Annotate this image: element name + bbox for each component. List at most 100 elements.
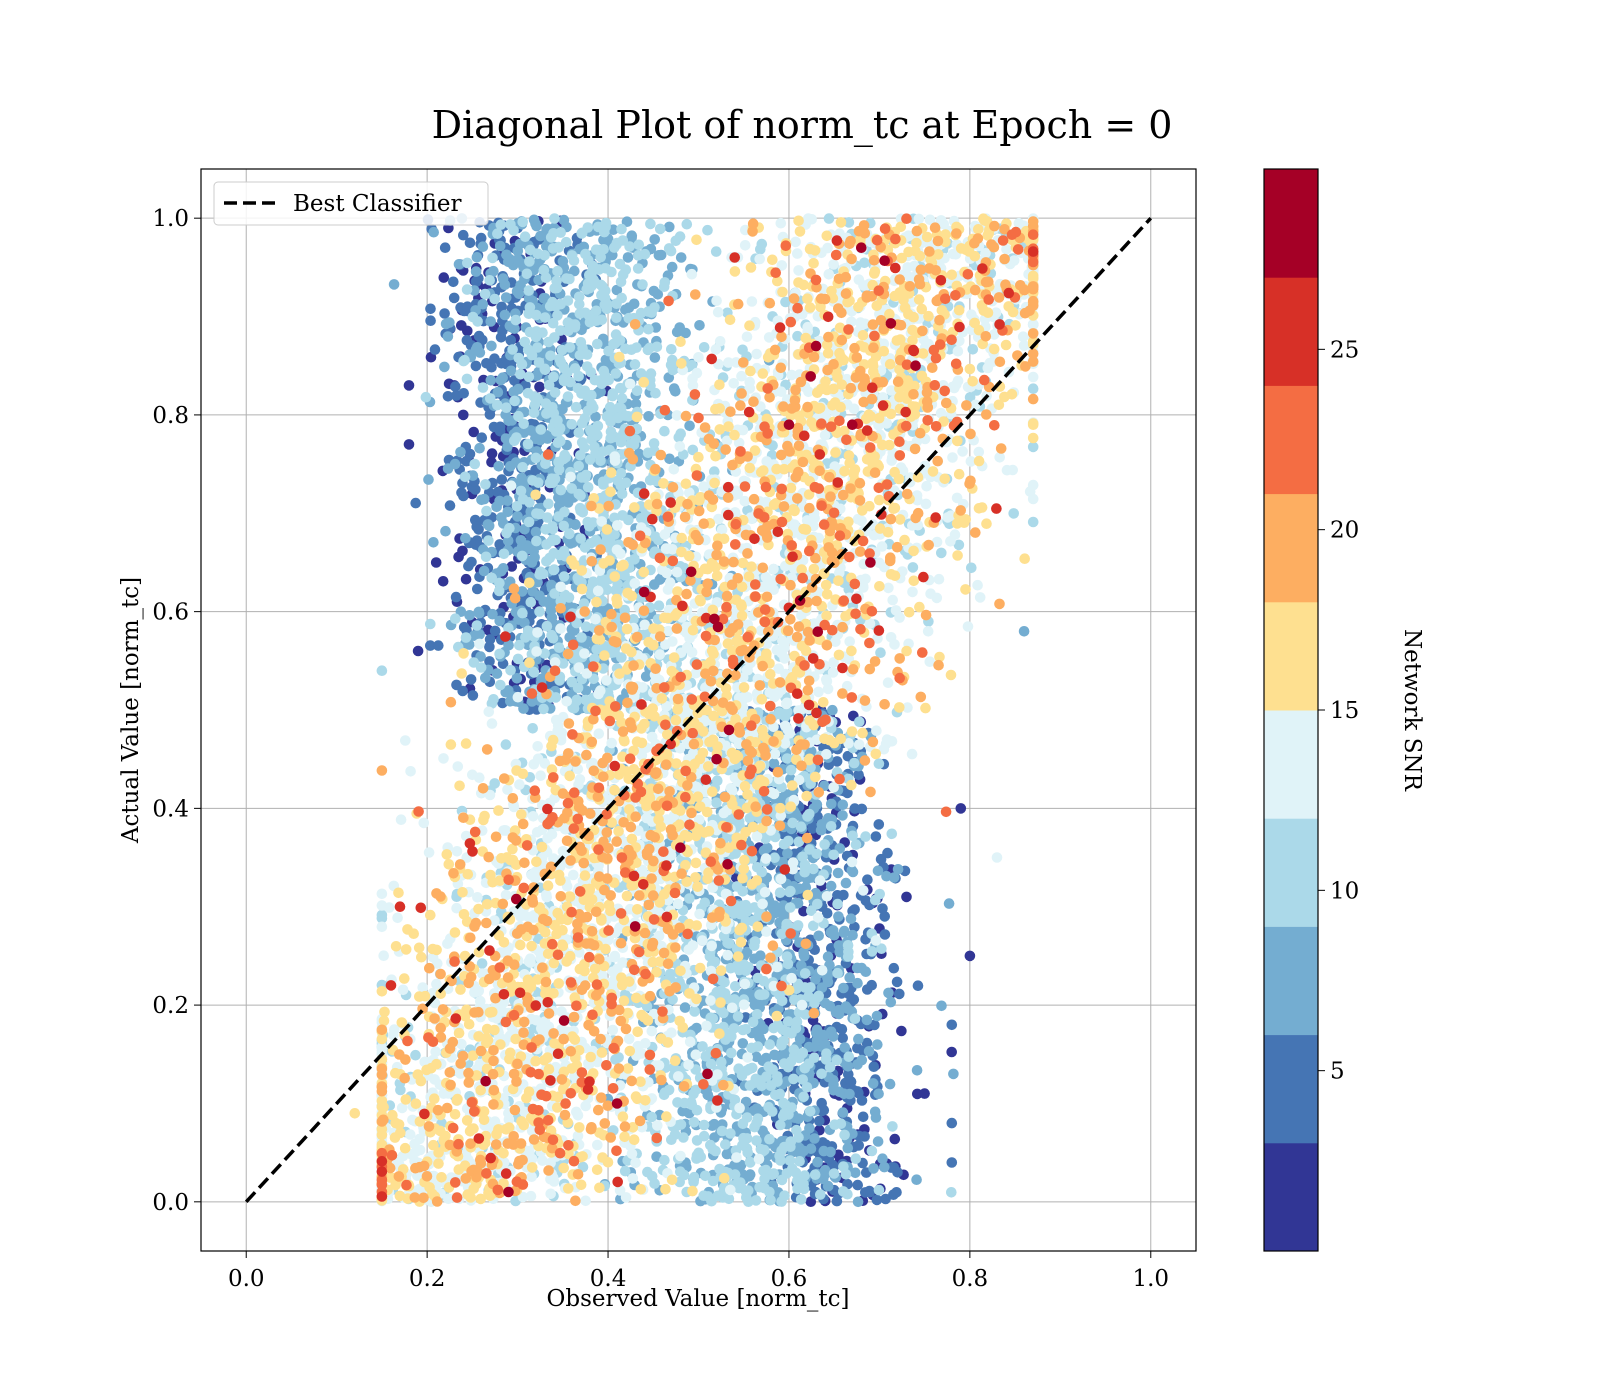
data-point (755, 243, 766, 255)
data-point (798, 1091, 809, 1103)
data-point (523, 285, 534, 296)
data-point (814, 1115, 825, 1127)
data-point (678, 1132, 689, 1143)
data-point (873, 1184, 885, 1196)
data-point (828, 1085, 839, 1096)
data-point (474, 638, 485, 650)
data-point (720, 1139, 731, 1150)
data-point (702, 1191, 714, 1202)
data-point (509, 395, 520, 407)
data-point (442, 331, 454, 342)
data-point (497, 372, 509, 384)
data-point (531, 535, 542, 547)
data-point (843, 1051, 855, 1062)
data-point (750, 1195, 762, 1206)
data-point (653, 600, 665, 611)
data-point (420, 391, 432, 403)
data-point (763, 1101, 774, 1113)
data-point (919, 1088, 930, 1099)
data-point (425, 303, 436, 315)
data-point (448, 276, 459, 288)
data-point (496, 512, 507, 523)
data-point (450, 613, 461, 624)
data-point (822, 951, 834, 962)
data-point (505, 334, 517, 346)
data-point (623, 1033, 635, 1045)
data-point (675, 428, 686, 440)
data-point (489, 293, 501, 305)
data-point (879, 1161, 890, 1173)
data-point (576, 228, 587, 239)
data-point (514, 639, 525, 651)
data-point (885, 996, 897, 1008)
data-point (388, 279, 400, 290)
data-point (791, 1124, 802, 1136)
data-point (575, 490, 586, 501)
data-point (595, 251, 606, 263)
data-point (637, 279, 648, 290)
data-point (533, 477, 544, 489)
data-point (463, 560, 474, 572)
data-point (552, 415, 563, 426)
data-point (764, 1133, 775, 1145)
data-point (907, 562, 919, 573)
data-point (558, 375, 570, 387)
data-point (821, 908, 833, 919)
data-point (513, 352, 524, 364)
data-point (479, 493, 490, 505)
data-point (620, 477, 632, 489)
data-point (629, 359, 641, 370)
data-point (722, 949, 734, 961)
data-point (853, 769, 864, 781)
data-point (822, 1180, 834, 1192)
data-point (852, 1179, 863, 1191)
data-point (946, 1117, 958, 1129)
data-point (832, 890, 843, 901)
data-point (601, 411, 613, 422)
data-point (812, 898, 823, 910)
data-point (425, 640, 436, 651)
data-point (788, 1073, 799, 1085)
data-point (566, 250, 578, 261)
data-point (785, 764, 797, 776)
data-point (547, 317, 559, 329)
data-point (857, 1111, 869, 1123)
data-point (547, 535, 558, 547)
data-point (688, 1176, 699, 1188)
data-point (460, 632, 472, 643)
data-point (852, 1196, 864, 1208)
data-point (428, 226, 440, 238)
data-point (429, 344, 441, 355)
data-point (883, 987, 894, 999)
data-point (880, 1193, 891, 1205)
data-point (461, 335, 473, 346)
data-point (936, 1000, 947, 1012)
data-point (866, 979, 877, 991)
data-point (574, 350, 586, 361)
data-point (530, 218, 541, 229)
data-point (617, 510, 628, 521)
data-point (831, 1195, 843, 1207)
data-point (462, 301, 473, 313)
data-point (562, 391, 574, 402)
data-point (515, 535, 527, 546)
data-point (649, 1178, 660, 1189)
data-point (616, 488, 628, 500)
data-point (642, 1166, 653, 1178)
data-point (611, 312, 622, 324)
data-point (623, 302, 635, 314)
data-point (527, 723, 538, 734)
data-point (376, 665, 388, 676)
data-point (484, 656, 495, 667)
data-point (474, 442, 485, 454)
data-point (884, 1078, 896, 1090)
data-point (480, 551, 492, 563)
data-point (826, 798, 837, 810)
data-point (836, 1024, 848, 1035)
data-point (620, 1192, 632, 1203)
data-point (867, 1078, 879, 1089)
data-point (860, 895, 872, 906)
data-point (500, 292, 512, 303)
data-point (688, 1117, 700, 1128)
data-point (825, 821, 837, 832)
